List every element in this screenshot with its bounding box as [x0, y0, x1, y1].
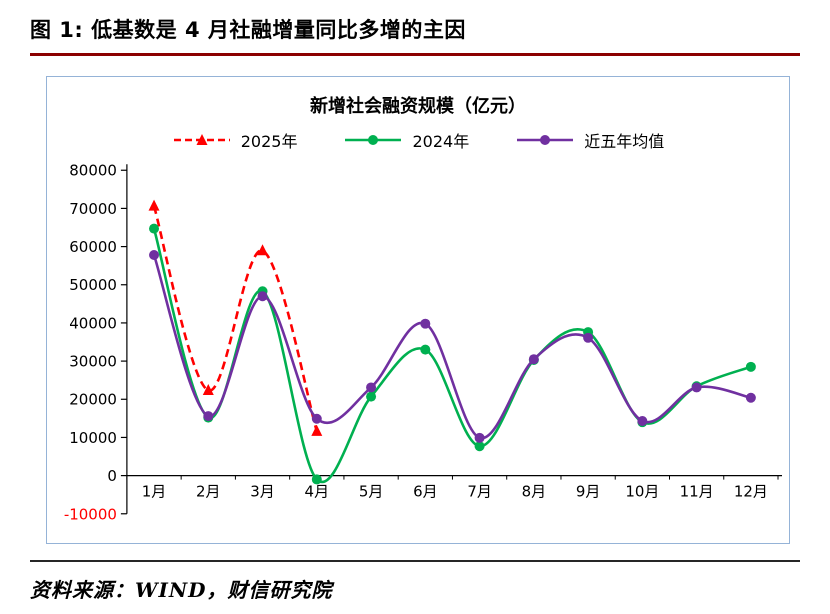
- legend-label: 2025年: [240, 132, 298, 151]
- x-tick-label: 1月: [142, 483, 167, 501]
- data-point-marker: [149, 249, 160, 260]
- y-tick-label: 60000: [69, 238, 117, 256]
- data-point-marker: [583, 332, 594, 343]
- y-tick-label: 50000: [69, 276, 117, 294]
- x-tick-label: 6月: [413, 483, 438, 501]
- chart-container: 新增社会融资规模（亿元） 2025年 2024年 近五年均值 -10000 0 1000…: [46, 76, 790, 544]
- y-tick-label: 80000: [69, 162, 117, 180]
- data-point-marker: [257, 291, 268, 302]
- page-title: 图 1: 低基数是 4 月社融增量同比多增的主因: [30, 18, 466, 42]
- x-tick-label: 9月: [576, 483, 601, 501]
- data-point-marker: [745, 392, 756, 403]
- data-point-marker: [311, 474, 322, 485]
- x-tick-label: 4月: [305, 483, 330, 501]
- data-point-marker: [311, 424, 323, 436]
- x-tick-label: 10月: [625, 483, 659, 501]
- legend-sample-2025年: [173, 134, 230, 145]
- source-note: 资料来源：WIND，财信研究院: [30, 578, 333, 602]
- y-tick-label: 70000: [69, 200, 117, 218]
- data-point-marker: [745, 361, 756, 372]
- data-point-marker: [528, 354, 539, 365]
- x-tick-label: 7月: [467, 483, 492, 501]
- x-tick-label: 8月: [522, 483, 547, 501]
- data-point-marker: [202, 383, 214, 395]
- data-point-marker: [474, 441, 485, 452]
- data-point-marker: [366, 391, 377, 402]
- x-tick-label: 3月: [250, 483, 275, 501]
- legend-sample-近五年均值: [517, 135, 574, 145]
- line-chart: -10000 0 10000 20000 30000 40000 50000 60000 700…: [64, 162, 783, 523]
- data-point-marker: [420, 318, 431, 329]
- title-rule: [30, 53, 800, 56]
- data-point-marker: [637, 416, 648, 427]
- x-tick-label: 5月: [359, 483, 384, 501]
- x-tick-label: 11月: [680, 483, 714, 501]
- legend-label: 2024年: [412, 132, 470, 151]
- y-tick-label: 30000: [69, 353, 117, 371]
- chart-legend: 2025年 2024年 近五年均值: [47, 128, 789, 152]
- legend-item: 近五年均值: [515, 128, 664, 152]
- y-tick-label: -10000: [64, 505, 117, 523]
- data-point-marker: [691, 382, 702, 393]
- data-point-marker: [257, 244, 269, 256]
- data-point-marker: [203, 411, 214, 422]
- x-tick-label: 2月: [196, 483, 221, 501]
- y-tick-label: 40000: [69, 314, 117, 332]
- series-line-2024年: [152, 228, 752, 484]
- y-tick-label: 10000: [69, 429, 117, 447]
- data-point-marker: [148, 199, 160, 211]
- legend-item: 2025年: [172, 128, 298, 152]
- data-point-marker: [149, 223, 160, 234]
- series-line-近五年均值: [152, 254, 752, 440]
- legend-sample-2024年: [345, 135, 402, 145]
- x-tick-label: 12月: [734, 483, 768, 501]
- legend-item: 2024年: [343, 128, 469, 152]
- data-point-marker: [420, 344, 431, 355]
- footer-rule: [30, 560, 800, 562]
- chart-title: 新增社会融资规模（亿元）: [310, 96, 526, 117]
- y-tick-label: 20000: [69, 391, 117, 409]
- y-tick-label: 0: [107, 467, 117, 485]
- data-point-marker: [311, 413, 322, 424]
- data-point-marker: [366, 382, 377, 393]
- data-point-marker: [474, 432, 485, 443]
- legend-label: 近五年均值: [584, 132, 665, 151]
- plot-wrap: -10000 0 10000 20000 30000 40000 50000 60000 700…: [47, 154, 789, 546]
